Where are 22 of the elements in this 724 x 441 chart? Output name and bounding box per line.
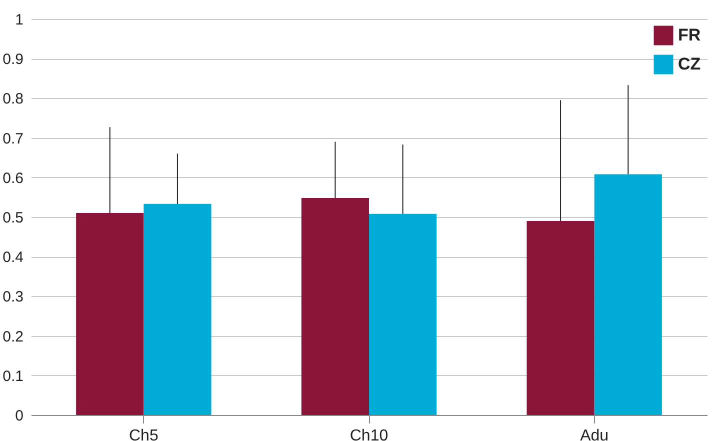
y-tick-label: 0.4 xyxy=(2,249,24,266)
bar xyxy=(369,214,437,415)
y-tick-label: 1 xyxy=(15,12,24,28)
y-tick-label: 0.7 xyxy=(2,130,24,148)
y-tick-label: 0.1 xyxy=(2,368,24,385)
y-tick-label: 0.2 xyxy=(2,328,24,346)
legend-label: CZ xyxy=(678,54,701,74)
bar xyxy=(594,174,662,415)
x-tick-label: Ch5 xyxy=(128,428,158,441)
bar xyxy=(301,198,369,415)
x-tick-label: Adu xyxy=(580,428,609,441)
y-tick-label: 0.3 xyxy=(2,288,24,306)
y-tick-label: 0.6 xyxy=(2,170,24,187)
legend-label: FR xyxy=(678,26,701,44)
bar xyxy=(526,220,594,415)
y-tick-label: 0.5 xyxy=(2,210,24,226)
y-tick-label: 0 xyxy=(15,408,24,424)
y-tick-label: 0.8 xyxy=(2,90,24,108)
y-tick-label: 0.9 xyxy=(2,51,24,68)
bar xyxy=(144,204,212,415)
bar xyxy=(76,213,144,415)
x-tick-label: Ch10 xyxy=(350,428,388,441)
